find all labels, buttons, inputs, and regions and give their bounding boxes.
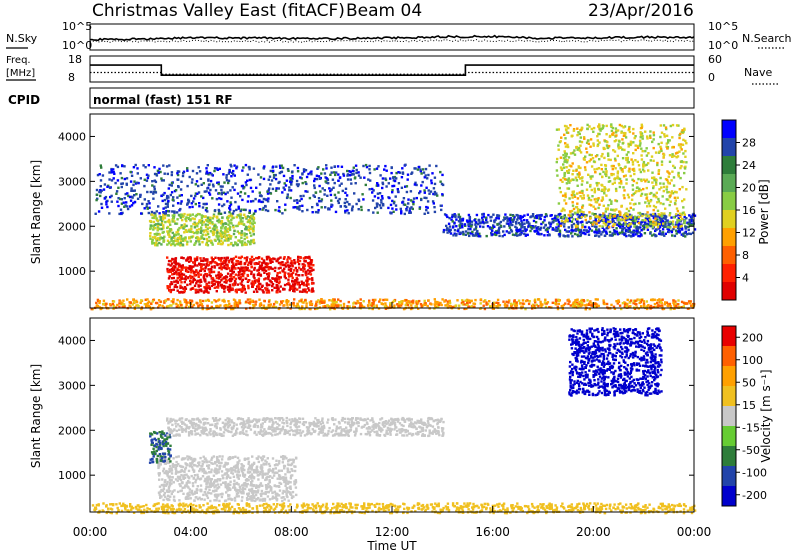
nsky-label: N.Sky: [6, 32, 38, 45]
freq-tick-top: 18: [68, 53, 82, 66]
power-region-0: [166, 255, 315, 294]
velocity-colorbar-tick: -50: [742, 444, 760, 457]
power-ytick-label: 4000: [58, 130, 86, 143]
freq-tick-bottom: 8: [68, 71, 75, 84]
velocity-colorbar-tick: 50: [742, 376, 756, 389]
nsky-tick-top: 10^5: [62, 20, 92, 33]
time-tick-label: 12:00: [375, 525, 410, 539]
freq-unit: [MHz]: [6, 68, 35, 79]
power-ylabel: Slant Range [km]: [29, 160, 43, 264]
power-colorbar-tick: 24: [742, 159, 756, 172]
power-ytick-label: 3000: [58, 175, 86, 188]
power-colorbar-tick: 12: [742, 227, 756, 240]
velocity-colorbar-tick: -100: [742, 466, 767, 479]
velocity-colorbar-tick: 100: [742, 354, 763, 367]
velocity-region-1: [148, 430, 172, 464]
nsearch-label: N.Search: [742, 32, 792, 45]
nsearch-tick-top: 10^5: [708, 20, 738, 33]
power-colorbar-tick: 16: [742, 204, 756, 217]
velocity-colorbar-tick: -15: [742, 421, 760, 434]
velocity-region-2: [166, 416, 445, 438]
power-region-1: [148, 212, 256, 247]
freq-series-0: [90, 64, 694, 76]
beam-label: Beam 04: [346, 1, 422, 21]
date-label: 23/Apr/2016: [588, 1, 694, 21]
power-colorbar-label: Power [dB]: [757, 179, 771, 244]
nsky-series-0: [89, 34, 695, 42]
power-colorbar-tick: 8: [742, 249, 749, 262]
velocity-colorbar-tick: 15: [742, 399, 756, 412]
power-panel: 1000 2000 3000 4000 Slant Range [km]: [29, 113, 697, 311]
station-title: Christmas Valley East (fitACF): [92, 1, 345, 21]
velocity-ytick-label: 2000: [58, 424, 86, 437]
cpid-panel: CPID normal (fast) 151 RF: [8, 87, 695, 109]
time-tick-label: 04:00: [173, 525, 208, 539]
velocity-panel: 1000 2000 3000 4000 Slant Range [km]: [29, 317, 697, 515]
velocity-colorbar-tick: 200: [742, 331, 763, 344]
power-ytick-label: 1000: [58, 265, 86, 278]
velocity-colorbar: 200 100 50 15 -15 -50 -100 -200 Velocity [m s⁻¹…: [721, 325, 773, 507]
cpid-label: CPID: [8, 93, 40, 107]
velocity-colorbar-tick: -200: [742, 489, 767, 502]
time-tick-label: 00:00: [73, 525, 108, 539]
nsky-tick-bottom: 10^0: [62, 39, 92, 52]
velocity-colorbar-label: Velocity [m s⁻¹]: [759, 369, 773, 462]
time-axis: 00:00 04:00 08:00 12:00 16:00 20:00 00:00 Time…: [73, 302, 712, 553]
velocity-ytick-label: 4000: [58, 334, 86, 347]
time-tick-label: 00:00: [677, 525, 712, 539]
velocity-ytick-label: 3000: [58, 379, 86, 392]
time-axis-label: Time UT: [366, 539, 417, 553]
time-tick-label: 08:00: [274, 525, 309, 539]
power-ytick-label: 2000: [58, 220, 86, 233]
velocity-ylabel: Slant Range [km]: [29, 364, 43, 468]
velocity-region-3: [568, 327, 663, 397]
nave-tick-top: 60: [708, 53, 722, 66]
nave-label: Nave: [744, 66, 772, 79]
freq-label: Freq.: [6, 55, 31, 66]
velocity-ytick-label: 1000: [58, 469, 86, 482]
power-colorbar-tick: 20: [742, 182, 756, 195]
power-colorbar: 4 8 12 16 20 24 28 Power [dB]: [721, 119, 771, 301]
freq-panel: Freq. [MHz] 18 8 60 0 Nave: [6, 53, 778, 85]
nsky-panel: N.Sky 10^5 10^0 10^5 10^0 N.Search: [6, 20, 792, 52]
nave-tick-bottom: 0: [708, 71, 715, 84]
power-region-4: [555, 123, 688, 229]
power-colorbar-tick: 28: [742, 137, 756, 150]
time-tick-label: 20:00: [576, 525, 611, 539]
velocity-region-0: [157, 455, 298, 503]
power-region-2: [94, 163, 445, 216]
cpid-value: normal (fast) 151 RF: [93, 93, 233, 107]
power-colorbar-tick: 4: [742, 272, 749, 285]
time-tick-label: 16:00: [475, 525, 510, 539]
nsearch-tick-bottom: 10^0: [708, 39, 738, 52]
freq-series-1: [90, 71, 694, 75]
